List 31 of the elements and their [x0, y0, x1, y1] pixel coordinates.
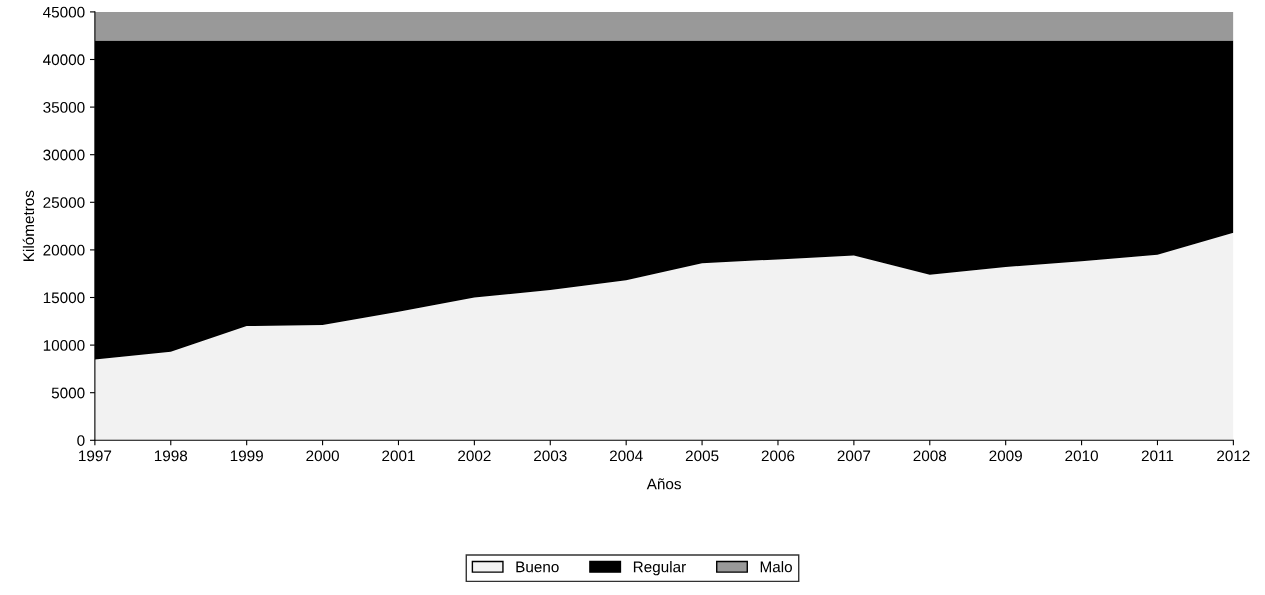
x-tick-label: 2007 — [837, 450, 871, 462]
x-tick-label: 2003 — [534, 450, 567, 462]
x-tick-label: 1998 — [154, 450, 188, 462]
legend-label: Regular — [633, 561, 686, 576]
x-tick-label: 2005 — [685, 450, 719, 462]
y-tick-label: 35000 — [43, 101, 85, 113]
x-tick-label: 2012 — [1217, 450, 1250, 462]
legend-label: Malo — [760, 561, 792, 573]
x-tick-label: 1999 — [230, 450, 263, 462]
y-tick-label: 25000 — [43, 197, 85, 208]
x-axis-title: Años — [646, 478, 681, 490]
x-tick-label: 2001 — [382, 450, 415, 462]
y-tick-label: 45000 — [43, 6, 85, 18]
y-axis-title: Kilómetros — [22, 190, 35, 261]
x-tick-label: 1997 — [79, 450, 112, 462]
y-tick-label: 10000 — [43, 339, 85, 351]
x-tick-label: 2004 — [609, 450, 643, 462]
x-tick-label: 2002 — [458, 450, 491, 462]
x-tick-label: 2000 — [306, 450, 339, 462]
y-tick-label: 40000 — [43, 54, 85, 66]
y-tick-label: 5000 — [51, 387, 85, 399]
x-tick-label: 2011 — [1141, 450, 1174, 462]
y-tick-label: 15000 — [43, 292, 85, 304]
x-tick-label: 2006 — [761, 450, 795, 462]
y-tick-label: 20000 — [43, 244, 85, 256]
x-tick-label: 2009 — [989, 450, 1022, 462]
y-tick-label: 0 — [77, 435, 85, 446]
x-tick-label: 2010 — [1065, 450, 1098, 462]
y-tick-label: 30000 — [43, 149, 85, 161]
legend-label: Bueno — [516, 561, 559, 573]
x-tick-label: 2008 — [913, 450, 947, 462]
